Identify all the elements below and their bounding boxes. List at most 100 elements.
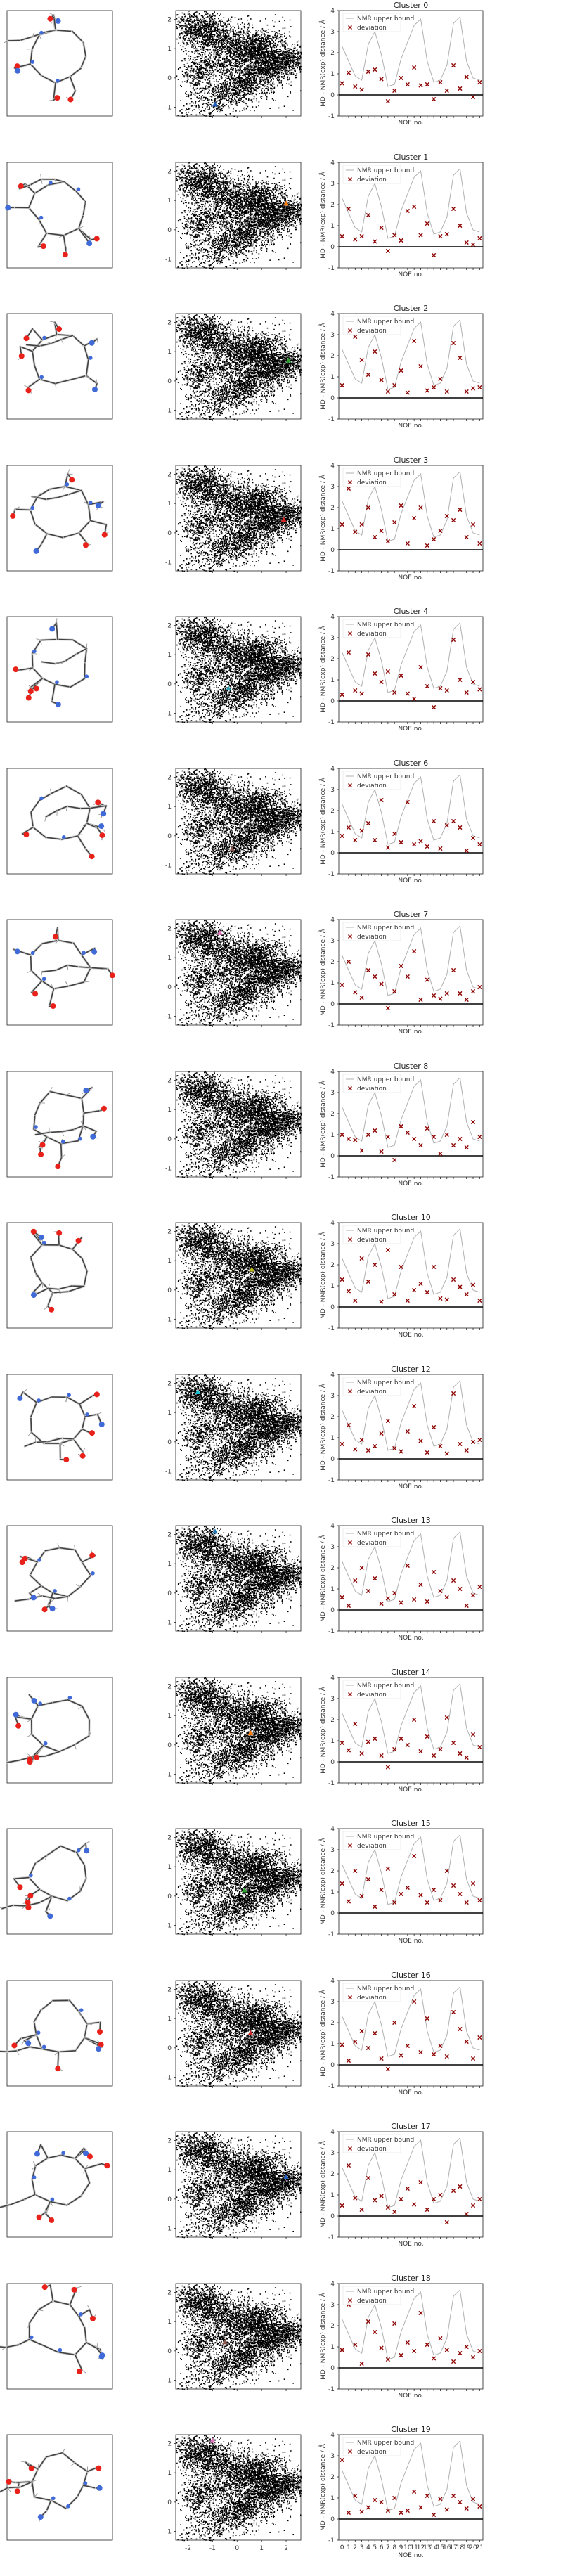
deviation-point (418, 1281, 423, 1287)
noe-xlabel: NOE no. (398, 2393, 423, 2400)
hydrogen (67, 1596, 69, 1602)
hydrogen (67, 1246, 73, 1250)
landscape-ytick-label: -1 (165, 863, 172, 870)
deviation-point (432, 385, 437, 390)
legend-box (342, 1074, 401, 1093)
noe-title: Cluster 15 (391, 1819, 431, 1828)
nitrogen-atom (88, 356, 93, 360)
deviation-point (477, 79, 482, 85)
noe-panel: Cluster 12 NMR upper bound deviation -1 0 1 2 3… (318, 1365, 484, 1490)
noe-ytick-label: -1 (328, 416, 335, 423)
deviation-point (438, 685, 443, 691)
deviation-point (346, 1289, 351, 1294)
hydrogen (54, 383, 57, 389)
cluster-row: -1 0 1 2 Cluster 8 NMR upper bound deviation -1… (6, 1062, 484, 1187)
deviation-point (477, 2035, 482, 2040)
deviation-point (444, 2220, 449, 2225)
deviation-point (418, 1749, 423, 1754)
noe-title: Cluster 4 (394, 607, 429, 616)
hydrogen (46, 341, 52, 344)
landscape-ytick-label: 0 (167, 1893, 172, 1900)
legend-bound-label: NMR upper bound (357, 2288, 414, 2295)
legend-deviation-label: deviation (357, 2449, 387, 2456)
oxygen-atom (101, 532, 108, 538)
noe-ylabel: MD - NMR(exp) distance / Å (318, 1231, 327, 1319)
deviation-point (444, 1297, 449, 1302)
deviation-point (412, 1403, 417, 1409)
deviation-point (418, 1438, 423, 1443)
legend-deviation-swatch (348, 328, 352, 333)
bond (75, 1852, 85, 1866)
bond (72, 1428, 83, 1440)
cluster-row: -1 0 1 2 Cluster 1 NMR upper bound deviation -1… (5, 153, 484, 278)
cluster-marker (247, 2030, 254, 2035)
hydrogen (59, 181, 65, 184)
deviation-point (464, 2039, 469, 2044)
cluster-marker (241, 1887, 247, 1893)
deviation-point (451, 1277, 456, 1282)
nitrogen-atom (42, 335, 46, 340)
deviation-point (385, 2508, 390, 2513)
molecule-panel (0, 1980, 113, 2087)
bond (74, 1549, 83, 1563)
landscape-points (176, 2435, 302, 2542)
deviation-point (458, 1586, 463, 1592)
hydrogen (50, 1292, 53, 1298)
hydrogen (27, 1753, 32, 1758)
upper-bound-line (342, 773, 480, 845)
bond (40, 1585, 53, 1594)
deviation-point (477, 385, 482, 390)
noe-ytick-label: -1 (328, 2537, 335, 2544)
noe-ytick-label: 1 (330, 223, 335, 230)
noe-ytick-label: 1 (330, 1283, 335, 1290)
oxygen-atom (25, 1899, 31, 1905)
bond (69, 1999, 80, 2013)
noe-xtick-label: 8 (392, 2544, 396, 2551)
bond (56, 622, 58, 640)
hydrogen (54, 940, 59, 945)
deviation-point (425, 977, 429, 982)
deviation-point (399, 839, 403, 845)
noe-ytick-label: 3 (330, 2302, 335, 2309)
bond (22, 826, 34, 835)
nitrogen-atom (37, 1557, 41, 1562)
bond (81, 954, 91, 969)
nitrogen-atom (98, 823, 105, 830)
hydrogen (28, 685, 33, 689)
deviation-point (340, 1740, 344, 1746)
noe-xlabel: NOE no. (398, 1332, 423, 1339)
noe-panel: Cluster 16 NMR upper bound deviation -1 0 1 2 3… (318, 1971, 484, 2097)
cluster-marker (221, 2339, 228, 2345)
oxygen-atom (69, 477, 75, 483)
nitrogen-atom (15, 67, 21, 74)
deviation-point (392, 690, 397, 695)
oxygen-atom (93, 236, 100, 242)
landscape-ytick-label: -1 (165, 560, 172, 567)
deviation-point (405, 2340, 410, 2345)
hydrogen (83, 2168, 85, 2174)
deviation-point (458, 507, 463, 513)
bond (45, 1895, 53, 1912)
hydrogen (61, 1131, 65, 1137)
bond (58, 1244, 73, 1250)
landscape-ytick-label: 1 (167, 501, 172, 508)
hydrogen (68, 1438, 74, 1441)
bond (30, 1256, 37, 1273)
bond (30, 954, 32, 972)
hydrogen (45, 2208, 46, 2214)
noe-ytick-label: 0 (330, 92, 335, 99)
nitrogen-atom (29, 1873, 33, 1878)
bond (38, 219, 47, 234)
bond (24, 1441, 37, 1447)
landscape-panel: -1 0 1 2 (165, 616, 302, 724)
bond (83, 1270, 88, 1287)
deviation-point (373, 1262, 377, 1268)
deviation-point (464, 534, 469, 540)
hydrogen (67, 473, 73, 475)
bond (20, 2034, 37, 2040)
bond (37, 488, 51, 498)
deviation-point (451, 206, 456, 212)
deviation-point (379, 225, 384, 231)
oxygen-atom (71, 2286, 77, 2293)
bond (53, 985, 69, 990)
